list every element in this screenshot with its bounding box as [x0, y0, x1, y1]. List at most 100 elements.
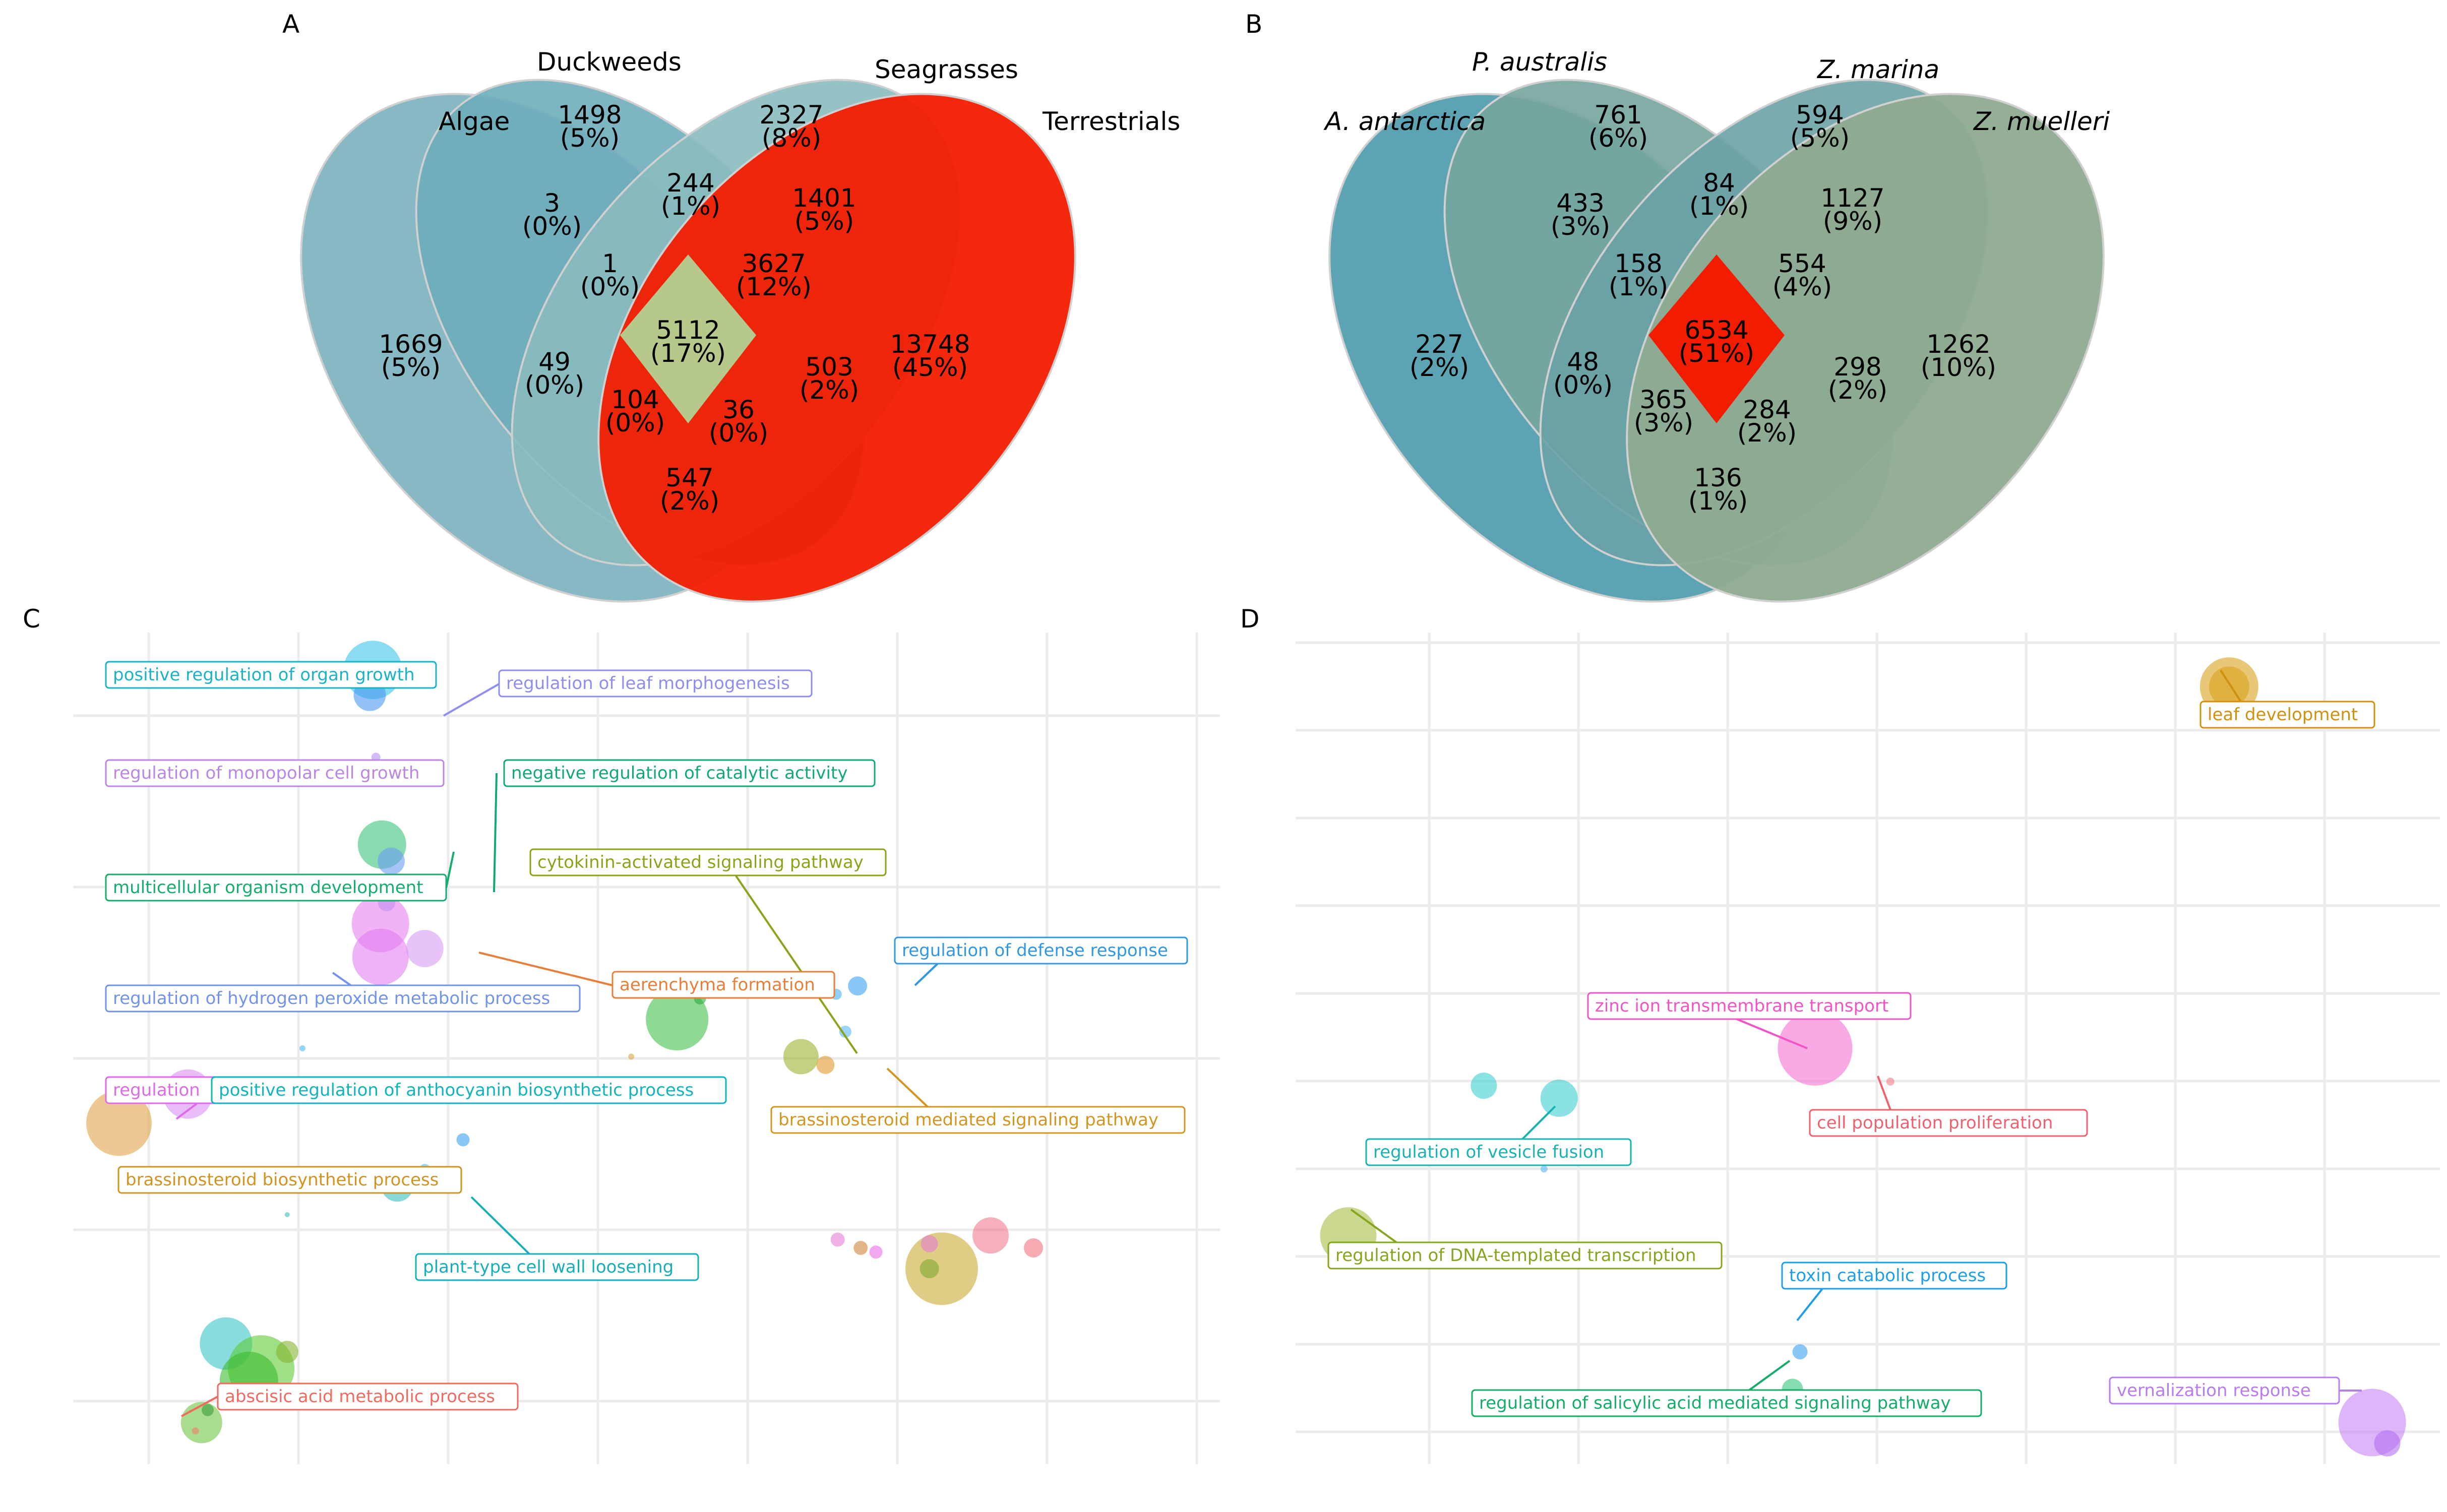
- venn-a-count-t_only: 13748: [890, 330, 970, 359]
- chart-c-bubble: [192, 1427, 199, 1434]
- venn-a-percent-a_only: (5%): [381, 353, 441, 382]
- venn-b-count-mu: 1127: [1820, 183, 1884, 213]
- chart-c-label-text: multicellular organism development: [113, 877, 423, 898]
- chart-c-bubble: [86, 1090, 152, 1156]
- venn-b-region-au: 136(1%): [1688, 463, 1748, 516]
- chart-c-label-text: negative regulation of catalytic activit…: [511, 763, 847, 783]
- venn-a-region-dst: 3627(12%): [736, 249, 812, 301]
- chart-d-label-box: [2199, 701, 2375, 729]
- venn-a-percent-dt: (2%): [800, 375, 859, 405]
- venn-b-percent-pu: (2%): [1828, 375, 1887, 405]
- chart-c-term-label: plant-type cell wall loosening: [415, 1196, 699, 1281]
- chart-d-term-label: toxin catabolic process: [1781, 1262, 2007, 1321]
- chart-c-label-box: [105, 661, 437, 689]
- venn-a-set-label-4: Terrestrials: [1042, 107, 1180, 136]
- chart-c-label-box: [211, 1076, 727, 1104]
- chart-c-bubble: [377, 847, 405, 875]
- chart-c-leader-line: [443, 683, 500, 717]
- chart-c-term-label: abscisic acid metabolic process: [181, 1382, 519, 1417]
- venn-a-region-st: 1401(5%): [792, 183, 856, 236]
- chart-d-label-box: [2109, 1376, 2340, 1405]
- panel-letter-a: A: [282, 10, 299, 39]
- chart-d-bubble: [1540, 1080, 1578, 1117]
- chart-c-bubble: [456, 1133, 470, 1147]
- venn-b-percent-p_only: (6%): [1588, 123, 1648, 153]
- venn-a-region-at: 547(2%): [660, 463, 719, 516]
- chart-c-label-text: positive regulation of organ growth: [113, 665, 415, 685]
- chart-d-label-box: [1471, 1389, 1982, 1417]
- chart-c-leader-line: [735, 875, 858, 1054]
- chart-c-label-text: regulation of hydrogen peroxide metaboli…: [113, 988, 550, 1009]
- venn-a-percent-ads: (0%): [580, 272, 640, 301]
- chart-c-bubble: [972, 1217, 1009, 1254]
- chart-c-label-text: regulation of leaf morphogenesis: [506, 673, 790, 694]
- venn-a-region-t_only: 13748(45%): [890, 330, 970, 382]
- venn-b-region-amu: 365(3%): [1634, 385, 1693, 437]
- venn-a-region-dt: 503(2%): [800, 352, 859, 405]
- venn-a-count-dt: 503: [805, 352, 853, 382]
- venn-a-count-s_only: 2327: [759, 100, 823, 130]
- venn-b-percent-au: (1%): [1688, 486, 1748, 516]
- venn-a-percent-ad: (0%): [522, 212, 582, 241]
- chart-c-label-box: [105, 873, 447, 902]
- chart-d-label-text: regulation of vesicle fusion: [1373, 1142, 1604, 1162]
- chart-c-term-label: regulation: [105, 1076, 225, 1120]
- venn-b-percent-amu: (3%): [1634, 408, 1693, 437]
- chart-c-bubble: [1023, 1238, 1043, 1257]
- chart-c-leader-line: [886, 1067, 929, 1108]
- panel-letter-c: C: [23, 604, 40, 634]
- chart-c-bubble: [920, 1259, 939, 1279]
- chart-d-label-box: [1587, 992, 1912, 1020]
- chart-d-term-label: regulation of DNA-templated transcriptio…: [1327, 1209, 1723, 1270]
- chart-d-term-label: zinc ion transmembrane transport: [1587, 992, 1912, 1049]
- venn-a-percent-s_only: (8%): [762, 123, 821, 153]
- venn-b-percent-pmu: (4%): [1772, 272, 1832, 301]
- chart-c-label-text: brassinosteroid biosynthetic process: [126, 1170, 439, 1190]
- chart-c-bubble: [830, 1232, 845, 1247]
- venn-b-count-a_only: 227: [1415, 330, 1463, 359]
- chart-d-leader-line: [1736, 1018, 1808, 1049]
- venn-b-region-pmu: 554(4%): [1772, 249, 1832, 301]
- chart-c-label-text: positive regulation of anthocyanin biosy…: [219, 1080, 694, 1100]
- chart-d-bubble: [2374, 1430, 2401, 1457]
- venn-a-percent-st: (5%): [794, 207, 854, 236]
- venn-a-count-ad: 3: [544, 188, 560, 218]
- chart-c-bubble: [299, 1045, 305, 1051]
- venn-a-percent-at: (2%): [660, 486, 719, 516]
- chart-d-leader-line: [1796, 1288, 1823, 1321]
- chart-c-label-box: [217, 1382, 519, 1411]
- venn-a-region-a_only: 1669(5%): [379, 330, 443, 382]
- chart-c-label-box: [503, 759, 876, 787]
- chart-c-term-label: negative regulation of catalytic activit…: [493, 759, 876, 893]
- venn-a-percent-as: (0%): [525, 370, 584, 400]
- chart-d-leader-line: [2220, 669, 2242, 703]
- chart-c-term-label: brassinosteroid biosynthetic process: [117, 1166, 462, 1194]
- venn-b-region-u_only: 1262(10%): [1921, 330, 1996, 382]
- chart-c-term-label: positive regulation of anthocyanin biosy…: [211, 1076, 727, 1104]
- chart-d-label-text: regulation of DNA-templated transcriptio…: [1335, 1245, 1696, 1266]
- chart-c-bubble: [352, 928, 409, 985]
- chart-c-leader-line: [175, 1103, 198, 1120]
- chart-c-term-label: cytokinin-activated signaling pathway: [529, 848, 887, 1054]
- panel-letter-d: D: [1240, 604, 1260, 634]
- venn-b-count-apu: 284: [1743, 395, 1791, 424]
- venn-a-set-label-1: Algae: [439, 107, 510, 136]
- venn-b-percent-apm: (1%): [1609, 272, 1668, 301]
- venn-a-count-at: 547: [665, 463, 713, 492]
- panel-letter-b: B: [1245, 10, 1262, 39]
- venn-a-region-d_only: 1498(5%): [558, 100, 622, 153]
- chart-c-label-text: cytokinin-activated signaling pathway: [537, 852, 864, 872]
- venn-b-count-am: 48: [1567, 347, 1599, 376]
- venn-a-count-st: 1401: [792, 183, 856, 213]
- venn-b-percent-mu: (9%): [1823, 207, 1882, 236]
- chart-c-term-label: aerenchyma formation: [478, 952, 835, 999]
- chart-c-bubble: [201, 1404, 214, 1416]
- chart-c-leader-line: [181, 1396, 218, 1417]
- chart-d-leader-line: [1521, 1105, 1556, 1140]
- chart-d-term-label: regulation of vesicle fusion: [1365, 1105, 1632, 1166]
- chart-c-bubble: [816, 1056, 835, 1074]
- chart-d-label-text: cell population proliferation: [1817, 1113, 2053, 1133]
- venn-a-percent-d_only: (5%): [560, 123, 620, 153]
- chart-c-label-box: [498, 669, 813, 698]
- chart-c-leader-line: [478, 952, 613, 986]
